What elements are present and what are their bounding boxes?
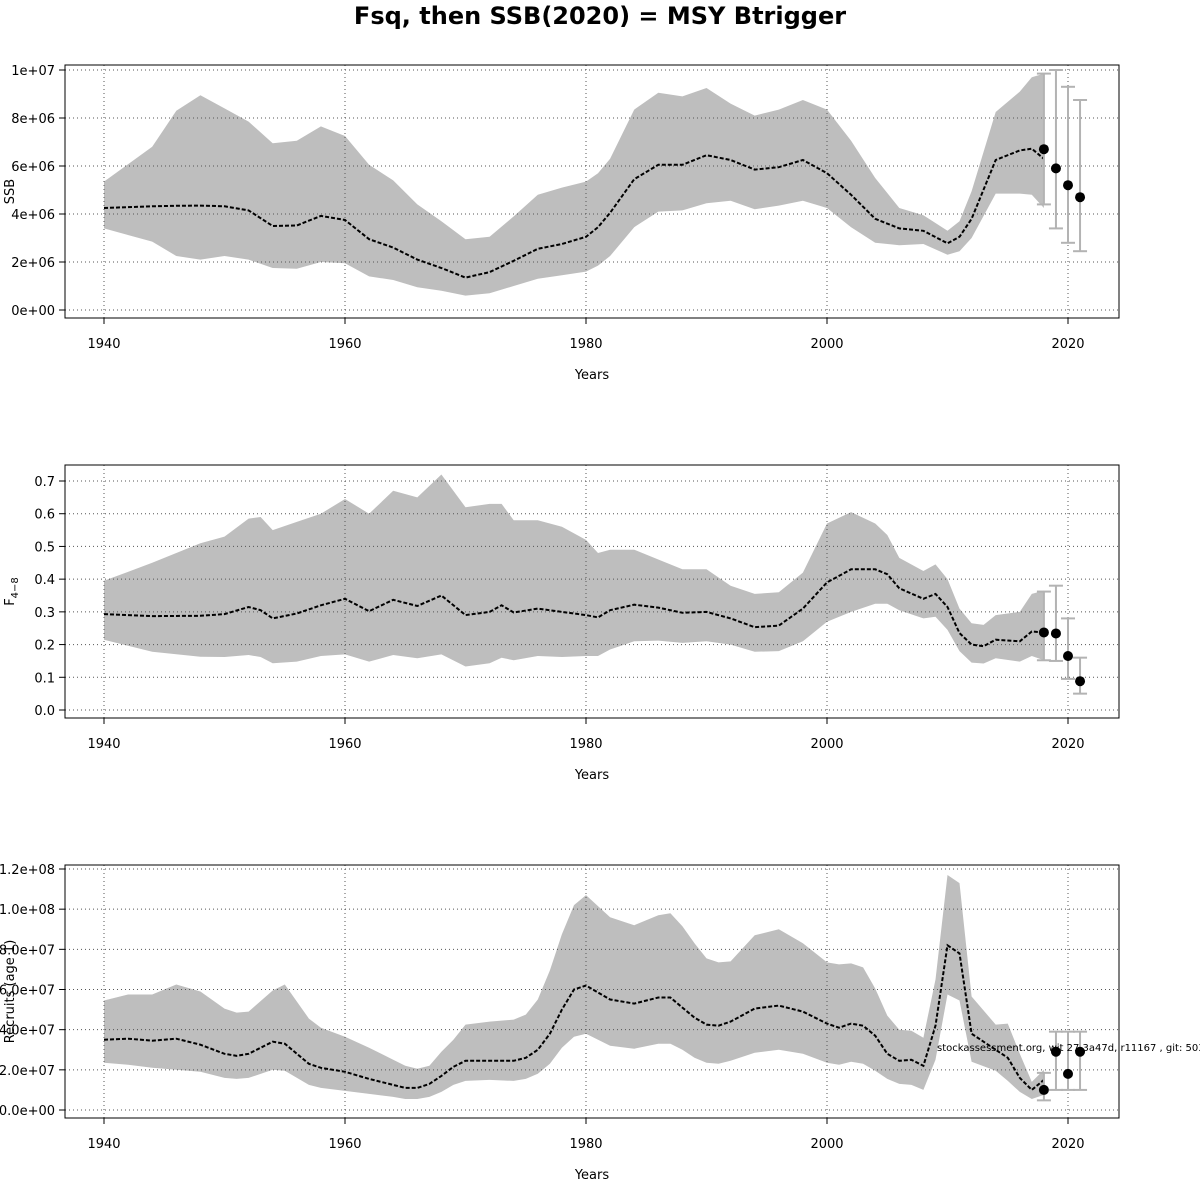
x-tick-label: 1960 [328,1137,361,1152]
y-tick-label: 0.7 [34,475,55,490]
chart-panel-1: 1940 1960 1980 2000 2020 0e+00 2e+06 4e+06 6e+06… [3,64,1120,383]
y-tick-label: 8.0e+07 [0,943,55,958]
x-tick-label: 2020 [1051,1137,1084,1152]
forecast-interval [1061,85,1075,244]
confidence-band [104,474,1044,667]
forecast-point [1038,627,1049,638]
forecast-interval [1073,656,1088,695]
chart-panel-3: 1940 1960 1980 2000 2020 0.0e+00 2.0e+07 4.0e+0… [0,863,1120,1183]
chart-panel-2: 1940 1960 1980 2000 2020 0.0 0.1 0.2 0.3 0.4 0.5 0.… [3,464,1120,783]
y-tick-label: 4e+06 [11,208,55,223]
y-tick-label: 0.6 [34,508,55,523]
confidence-band [104,73,1044,296]
x-tick-label: 1980 [569,1137,602,1152]
x-axis-title: Years [574,1168,610,1183]
y-tick-label: 0.3 [34,606,55,621]
y-tick-label: 1.0e+08 [0,903,55,918]
forecast-interval [1061,617,1075,680]
y-tick-label: 0e+00 [11,304,55,319]
y-tick-label: 0.5 [34,540,55,555]
plot-frame [64,464,1120,719]
y-tick-label: 1.2e+08 [0,863,55,878]
x-tick-label: 1960 [328,337,361,352]
confidence-band [104,875,1044,1099]
x-tick-label: 2000 [810,337,843,352]
forecast-interval [1048,69,1063,230]
y-tick-label: 0.4 [34,573,55,588]
y-tick-label: 4.0e+07 [0,1024,55,1039]
forecast-interval [1073,1030,1088,1091]
x-tick-label: 1960 [328,737,361,752]
x-axis-title: Years [574,368,610,383]
y-tick-label: 6.0e+07 [0,984,55,999]
forecast-interval [1061,1030,1075,1091]
x-tick-label: 2020 [1051,337,1084,352]
forecast-interval [1036,72,1051,206]
forecast-point [1050,163,1061,174]
x-tick-label: 1940 [87,737,120,752]
y-tick-label: 0.0e+00 [0,1104,55,1119]
forecast-point [1063,651,1073,662]
x-tick-label: 1940 [87,1137,120,1152]
x-tick-label: 1980 [569,737,602,752]
estimate-line [103,943,1045,1092]
y-tick-label: 0.2 [34,639,55,654]
y-tick-label: 2e+06 [11,256,55,271]
forecast-point [1038,1084,1049,1095]
y-tick-label: 2.0e+07 [0,1064,55,1079]
forecast-point [1075,192,1086,203]
forecast-interval [1048,584,1063,662]
forecast-interval [1048,1030,1063,1091]
y-tick-label: 0.1 [34,671,55,686]
y-axis-title: Recruits (age 1) [3,940,18,1044]
estimate-line [103,568,1044,648]
y-tick-label: 8e+06 [11,112,55,127]
forecast-point [1050,628,1061,639]
forecast-point [1063,1068,1073,1079]
x-axis-title: Years [574,768,610,783]
forecast-interval [1036,590,1051,662]
x-tick-label: 2000 [810,737,843,752]
x-tick-label: 2000 [810,1137,843,1152]
x-tick-label: 2020 [1051,737,1084,752]
forecast-point [1063,180,1073,191]
forecast-point [1050,1046,1061,1057]
forecast-interval [1073,99,1088,253]
y-tick-label: 6e+06 [11,160,55,175]
estimate-line [103,147,1045,279]
y-tick-label: 0.0 [34,704,55,719]
y-axis-title: SSB [3,179,18,204]
y-axis-title-subscript: 4−8 [10,577,21,598]
plot-frame [64,864,1120,1119]
forecast-point [1038,144,1049,155]
forecast-point [1075,676,1086,687]
x-tick-label: 1940 [87,337,120,352]
forecast-point [1075,1046,1086,1057]
y-tick-label: 1e+07 [11,64,55,79]
chart-title: Fsq, then SSB(2020) = MSY Btrigger [353,2,847,30]
plot-frame [64,64,1120,319]
y-axis-title: F4−8 [3,577,21,606]
x-tick-label: 1980 [569,337,602,352]
watermark-text: stockassessment.org, wit 27.3a47d, r1116… [937,1043,1200,1054]
